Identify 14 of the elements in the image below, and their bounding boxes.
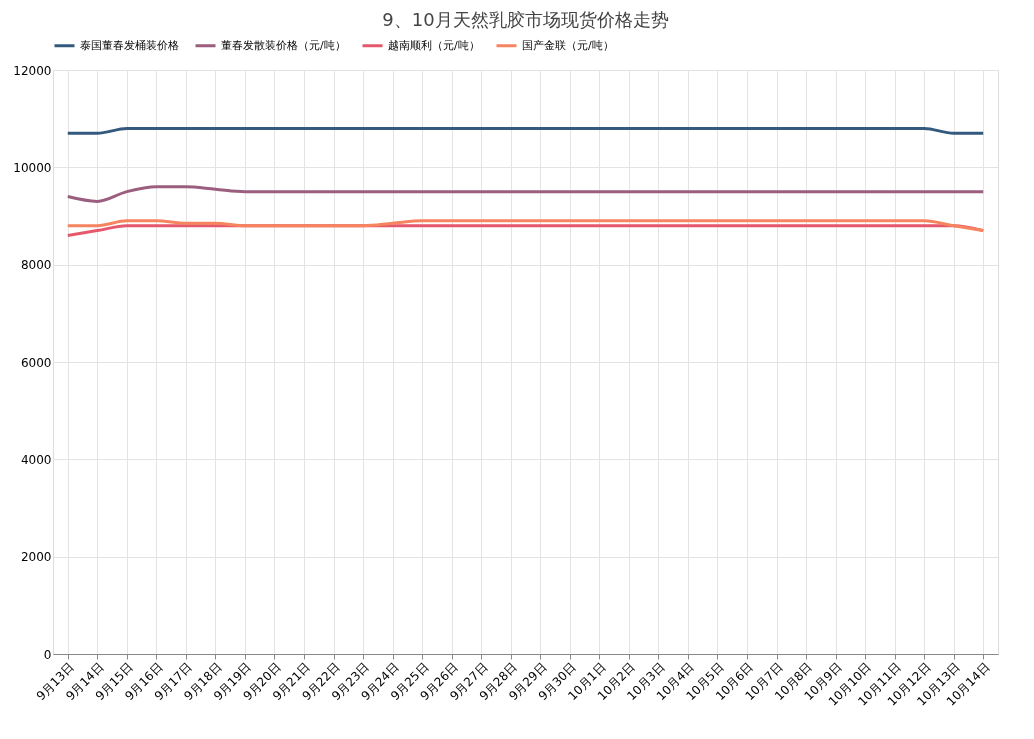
y-tick-label: 4000: [20, 452, 52, 467]
line-series: [66, 219, 985, 233]
legend-label: 越南顺利（元/吨）: [388, 38, 480, 52]
legend-label: 泰国董春发桶装价格: [80, 38, 179, 52]
y-tick-label: 0: [43, 647, 52, 662]
legend-label: 董春发散装价格（元/吨）: [221, 38, 346, 52]
y-tick-label: 6000: [20, 355, 52, 370]
line-series: [66, 185, 985, 203]
y-tick-label: 2000: [20, 550, 52, 565]
y-tick-label: 12000: [13, 63, 52, 78]
y-tick-label: 8000: [20, 258, 52, 273]
legend-label: 国产金联（元/吨）: [522, 38, 614, 52]
chart-title: 9、10月天然乳胶市场现货价格走势: [382, 9, 669, 30]
y-tick-label: 10000: [13, 160, 52, 175]
